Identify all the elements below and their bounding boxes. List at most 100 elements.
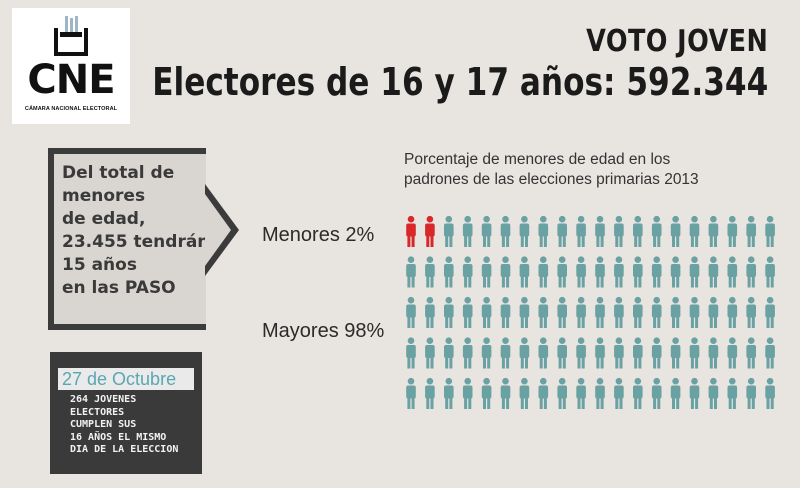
person-icon-mayor [670, 215, 681, 247]
label-menores: Menores 2% [262, 224, 375, 246]
callout-line: 15 años [62, 255, 137, 275]
person-icon-mayor [500, 256, 511, 288]
person-icon-mayor [614, 377, 624, 409]
person-icon-mayor [444, 215, 454, 247]
person-icon-mayor [727, 256, 738, 288]
chart-title-line: Porcentaje de menores de edad en los [404, 151, 671, 168]
person-icon-mayor [746, 296, 756, 328]
person-icon-mayor [538, 377, 549, 409]
person-icon-mayor [557, 296, 567, 328]
person-icon-menor [425, 215, 435, 247]
chart-title-line: padrones de las elecciones primarias 201… [404, 171, 699, 188]
date-note-line: 16 AÑOS EL MISMO [70, 431, 167, 443]
person-icon-mayor [670, 296, 681, 328]
callout-line: menores [62, 186, 146, 206]
person-icon-mayor [519, 377, 530, 409]
cne-logo: CNE CÁMARA NACIONAL ELECTORAL [12, 8, 130, 124]
page-subtitle: Electores de 16 y 17 años: 592.344 [151, 60, 768, 104]
ballot-box-icon [54, 16, 88, 56]
person-icon-mayor [746, 215, 756, 247]
person-icon-mayor [689, 215, 700, 247]
person-icon-mayor [689, 337, 700, 369]
person-icon-mayor [633, 377, 643, 409]
person-icon-mayor [576, 337, 586, 369]
person-icon-mayor [576, 296, 586, 328]
person-icon-mayor [689, 377, 700, 409]
person-icon-mayor [765, 256, 775, 288]
person-icon-mayor [481, 215, 492, 247]
person-icon-mayor [746, 337, 756, 369]
person-icon-mayor [727, 215, 738, 247]
callout-panel: Del total de menores de edad, 23.455 ten… [54, 154, 209, 324]
person-icon-mayor [444, 337, 454, 369]
person-icon-mayor [519, 296, 530, 328]
person-icon-mayor [708, 296, 719, 328]
person-icon-mayor [633, 215, 643, 247]
person-icon-mayor [614, 215, 624, 247]
logo-subtitle: CÁMARA NACIONAL ELECTORAL [24, 106, 118, 112]
person-icon-mayor [708, 215, 719, 247]
person-icon-mayor [651, 337, 662, 369]
date-note-line: 264 JOVENES [70, 394, 137, 405]
person-icon-mayor [708, 377, 719, 409]
person-icon-mayor [727, 296, 738, 328]
callout-line: en las PASO [62, 278, 176, 298]
date-note-line: DIA DE LA ELECCION [70, 444, 179, 455]
person-icon-mayor [462, 337, 473, 369]
person-icon-mayor [633, 337, 643, 369]
label-mayores: Mayores 98% [262, 320, 385, 342]
person-icon-mayor [765, 296, 775, 328]
chart-title: Porcentaje de menores de edad en los pad… [404, 150, 784, 190]
person-icon-mayor [765, 215, 775, 247]
person-icon-menor [406, 215, 416, 247]
person-icon-mayor [557, 256, 567, 288]
person-icon-mayor [670, 377, 681, 409]
person-icon-mayor [519, 256, 530, 288]
person-icon-mayor [708, 337, 719, 369]
person-icon-mayor [462, 215, 473, 247]
person-icon-mayor [557, 377, 567, 409]
person-icon-mayor [557, 215, 567, 247]
person-icon-mayor [576, 215, 586, 247]
person-icon-mayor [462, 377, 473, 409]
callout-box: Del total de menores de edad, 23.455 ten… [48, 148, 209, 330]
date-note-line: ELECTORES [70, 406, 125, 418]
person-icon-mayor [500, 377, 511, 409]
person-icon-mayor [689, 256, 700, 288]
date-label: 27 de Octubre [58, 368, 194, 390]
person-icon-mayor [765, 337, 775, 369]
person-icon-mayor [462, 256, 473, 288]
callout-line: Del total de [62, 163, 175, 183]
person-icon-mayor [746, 256, 756, 288]
person-icon-mayor [765, 377, 775, 409]
person-icon-mayor [746, 377, 756, 409]
person-icon-mayor [557, 337, 567, 369]
person-icon-mayor [670, 256, 681, 288]
person-icon-mayor [444, 377, 454, 409]
person-icon-mayor [651, 377, 662, 409]
person-icon-mayor [481, 256, 492, 288]
person-icon-mayor [425, 256, 435, 288]
person-icon-mayor [614, 337, 624, 369]
person-icon-mayor [727, 337, 738, 369]
date-box: 27 de Octubre 264 JOVENES ELECTORES CUMP… [50, 352, 202, 474]
person-icon-mayor [444, 296, 454, 328]
person-icon-mayor [595, 215, 605, 247]
logo-text: CNE [27, 57, 115, 103]
person-icon-mayor [708, 256, 719, 288]
person-icon-mayor [670, 337, 681, 369]
callout-line: de edad, [62, 209, 146, 229]
person-icon-mayor [595, 337, 605, 369]
page-title: VOTO JOVEN [585, 24, 768, 59]
person-icon-mayor [519, 215, 530, 247]
person-icon-mayor [406, 256, 416, 288]
date-note-line: CUMPLEN SUS [70, 419, 137, 430]
person-icon-mayor [406, 296, 416, 328]
person-icon-mayor [500, 215, 511, 247]
person-icon-mayor [538, 337, 549, 369]
person-icon-mayor [595, 296, 605, 328]
date-note: 264 JOVENES ELECTORES CUMPLEN SUS 16 AÑO… [70, 394, 198, 457]
person-icon-mayor [406, 377, 416, 409]
person-icon-mayor [481, 296, 492, 328]
